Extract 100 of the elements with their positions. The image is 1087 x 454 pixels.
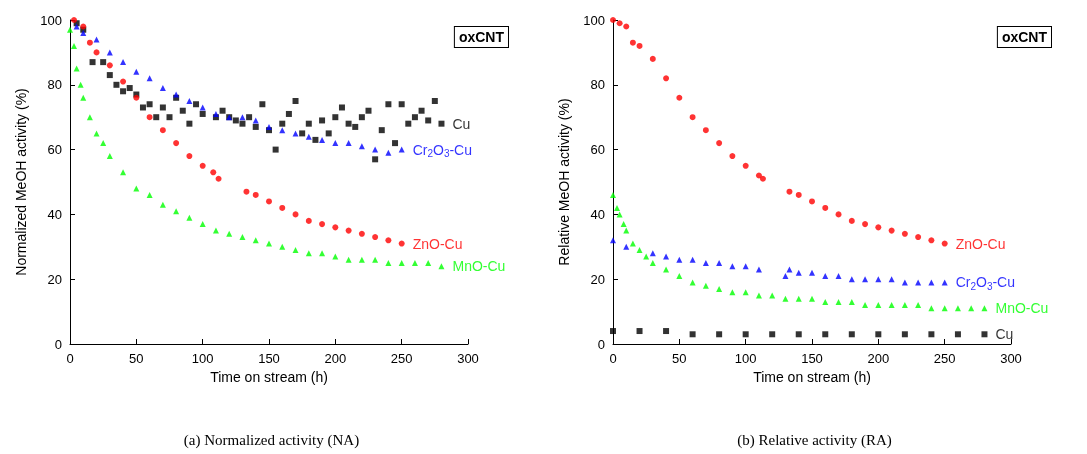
point [782,295,789,302]
point [358,256,365,263]
point [782,272,789,279]
point [352,123,359,130]
point [636,42,643,49]
x-tick-label: 200 [867,351,890,366]
point [215,175,222,182]
point [173,140,180,147]
point [372,256,379,263]
point [120,59,127,66]
point [809,295,815,302]
point [928,331,935,338]
point [629,39,636,46]
point [120,169,127,176]
point [365,107,372,114]
y-tick-label: 100 [40,12,62,28]
point [822,204,829,211]
point [398,101,405,108]
point [888,227,895,234]
point [729,263,736,270]
point [139,104,146,111]
x-axis-title: Time on stream (h) [210,368,328,385]
x-tick-label: 50 [672,351,687,366]
point [266,240,272,247]
point [212,227,219,234]
point [80,94,87,101]
point [398,146,405,153]
point [113,81,120,88]
point [702,282,709,289]
point [875,224,882,231]
y-tick-label: 20 [47,271,62,287]
point [345,256,352,263]
point [332,140,339,147]
point [319,221,326,228]
point [901,230,908,237]
point [193,101,200,108]
point [159,85,166,92]
point [848,217,855,224]
y-tick-label: 80 [47,77,62,93]
point [888,276,895,283]
text: (b) Relative activity (RA) [737,431,892,449]
point [848,298,855,305]
point [332,224,339,231]
point [325,130,332,137]
y-tick-label: 80 [590,77,605,93]
point [372,156,379,163]
point [312,136,319,143]
point [266,198,272,205]
x-tick-label: 0 [609,351,617,366]
series-label: MnO-Cu [995,300,1049,317]
point [438,263,445,270]
point [629,240,636,247]
point [610,328,616,335]
point [636,328,643,335]
point [742,162,749,169]
point [610,191,616,198]
point [716,331,723,338]
x-tick-label: 100 [734,351,757,366]
point [425,260,432,266]
point [729,289,736,296]
point [835,272,842,279]
point [120,88,127,95]
point [398,240,405,247]
y-tick-label: 40 [47,206,62,222]
point [875,302,882,309]
point [77,81,84,88]
point [676,272,683,279]
point [186,214,193,221]
point [332,114,339,121]
point [888,302,895,309]
point [431,98,438,104]
point [954,331,961,338]
x-axis-title: Time on stream (h) [753,368,871,385]
point [299,130,306,137]
y-tick-label: 40 [590,206,605,222]
point [345,120,352,127]
point [438,120,445,127]
point [179,107,186,114]
point [239,114,246,121]
x-tick-label: 50 [129,351,144,366]
point [689,114,696,121]
point [93,130,100,137]
point [649,55,656,62]
point [319,136,326,143]
point [332,253,339,260]
point [862,276,869,283]
point [106,62,113,69]
point [106,153,113,160]
point [378,127,385,134]
point [716,285,723,292]
point [795,331,802,338]
point [616,20,623,27]
point [279,120,286,127]
point [636,247,643,254]
point [941,240,948,247]
point [210,169,217,176]
point [372,234,379,241]
series-label: MnO-Cu [452,258,506,275]
point [186,120,193,127]
point [319,250,326,257]
